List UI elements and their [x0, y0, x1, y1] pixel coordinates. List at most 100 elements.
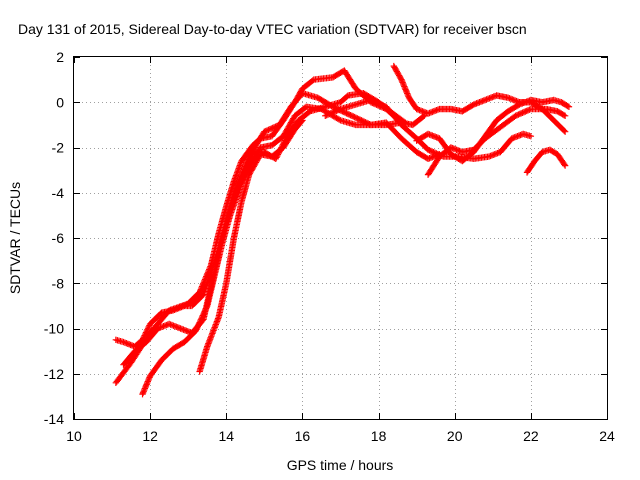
data-point-marker: [143, 327, 150, 335]
data-point-marker: [520, 108, 528, 116]
data-point-marker: [524, 107, 532, 114]
data-point-marker: [380, 102, 387, 109]
y-tick-label: -4: [52, 185, 65, 201]
series-trace-e: [196, 117, 306, 375]
data-point-marker: [373, 99, 380, 106]
data-point-marker: [513, 112, 521, 119]
data-point-marker: [335, 106, 343, 113]
data-point-marker: [193, 324, 201, 332]
y-axis: -14 -12 -10 -8 -6 -4 -2 0 2: [44, 49, 607, 427]
data-point-marker: [201, 308, 208, 315]
data-point-marker: [200, 310, 207, 318]
data-point-marker: [424, 146, 432, 153]
y-tick-label: -6: [52, 230, 65, 246]
y-tick-label: -10: [44, 321, 64, 337]
data-point-marker: [196, 289, 203, 296]
data-point-marker: [145, 323, 152, 331]
data-point-marker: [299, 117, 306, 124]
x-tick-label: 12: [142, 428, 158, 444]
data-point-marker: [522, 108, 529, 115]
x-tick-label: 18: [371, 428, 387, 444]
data-point-marker: [326, 110, 333, 118]
data-point-marker: [397, 75, 404, 82]
data-point-marker: [561, 161, 568, 168]
data-point-marker: [142, 330, 149, 338]
data-point-marker: [367, 96, 375, 104]
data-point-marker: [560, 111, 568, 119]
data-point-marker: [330, 108, 337, 116]
plot-frame: [73, 56, 608, 420]
x-tick-label: 14: [218, 428, 234, 444]
x-tick-label: 22: [523, 428, 539, 444]
chart-title: Day 131 of 2015, Sidereal Day-to-day VTE…: [18, 21, 527, 37]
data-point-marker: [202, 306, 209, 314]
data-point-marker: [270, 124, 278, 131]
data-point-marker: [195, 320, 203, 328]
series-trace-i: [413, 96, 573, 165]
data-point-marker: [328, 109, 336, 116]
data-point-marker: [144, 325, 152, 332]
data-point-marker: [331, 108, 339, 115]
data-point-marker: [564, 102, 571, 110]
data-point-marker: [265, 126, 272, 134]
x-tick-label: 10: [66, 428, 82, 444]
data-point-marker: [377, 101, 384, 108]
data-point-marker: [327, 110, 335, 117]
data-point-marker: [262, 127, 269, 135]
data-point-marker: [516, 110, 523, 118]
data-point-marker: [335, 116, 343, 123]
data-point-marker: [298, 118, 305, 125]
x-tick-label: 24: [599, 428, 615, 444]
data-point-marker: [194, 323, 201, 330]
data-point-marker: [561, 162, 569, 169]
data-point-marker: [527, 132, 535, 140]
data-point-marker: [273, 122, 281, 130]
data-point-marker: [426, 147, 433, 154]
data-point-marker: [430, 149, 437, 156]
data-point-marker: [140, 335, 147, 342]
data-point-marker: [370, 98, 377, 105]
data-point-marker: [141, 332, 148, 339]
data-point-marker: [198, 315, 205, 322]
x-axis-label: GPS time / hours: [287, 457, 394, 473]
y-axis-label: SDTVAR / TECUs: [7, 182, 23, 294]
data-point-marker: [197, 286, 205, 293]
data-point-marker: [419, 113, 427, 120]
data-point-marker: [140, 333, 148, 341]
series-trace-j: [523, 146, 569, 176]
data-point-marker: [561, 128, 569, 135]
data-point-marker: [269, 124, 276, 132]
y-tick-label: -12: [44, 366, 64, 382]
data-point-marker: [198, 284, 205, 292]
x-tick-label: 16: [295, 428, 311, 444]
data-point-marker: [261, 128, 268, 135]
y-tick-label: -14: [44, 411, 64, 427]
data-point-marker: [192, 327, 200, 334]
y-tick-label: 2: [56, 49, 64, 65]
data-point-marker: [199, 312, 207, 319]
data-point-marker: [197, 287, 204, 295]
data-point-marker: [197, 316, 205, 323]
data-point-marker: [560, 127, 568, 134]
data-point-marker: [369, 97, 376, 104]
series-trace-b: [112, 90, 405, 350]
data-point-marker: [374, 99, 382, 107]
series-trace-a: [112, 67, 428, 386]
x-tick-label: 20: [447, 428, 463, 444]
data-point-marker: [266, 125, 274, 133]
data-point-marker: [427, 147, 435, 155]
data-point-marker: [402, 119, 409, 126]
data-point-marker: [523, 107, 530, 115]
data-point-marker: [268, 125, 275, 132]
data-point-marker: [431, 149, 439, 157]
data-point-marker: [378, 101, 386, 109]
data-point-marker: [515, 111, 522, 118]
data-point-marker: [371, 98, 379, 106]
data-markers: [112, 62, 573, 398]
y-tick-label: -2: [52, 140, 65, 156]
series-trace-d: [139, 90, 409, 398]
data-point-marker: [198, 283, 206, 290]
data-point-marker: [203, 304, 210, 311]
data-point-marker: [202, 305, 210, 312]
